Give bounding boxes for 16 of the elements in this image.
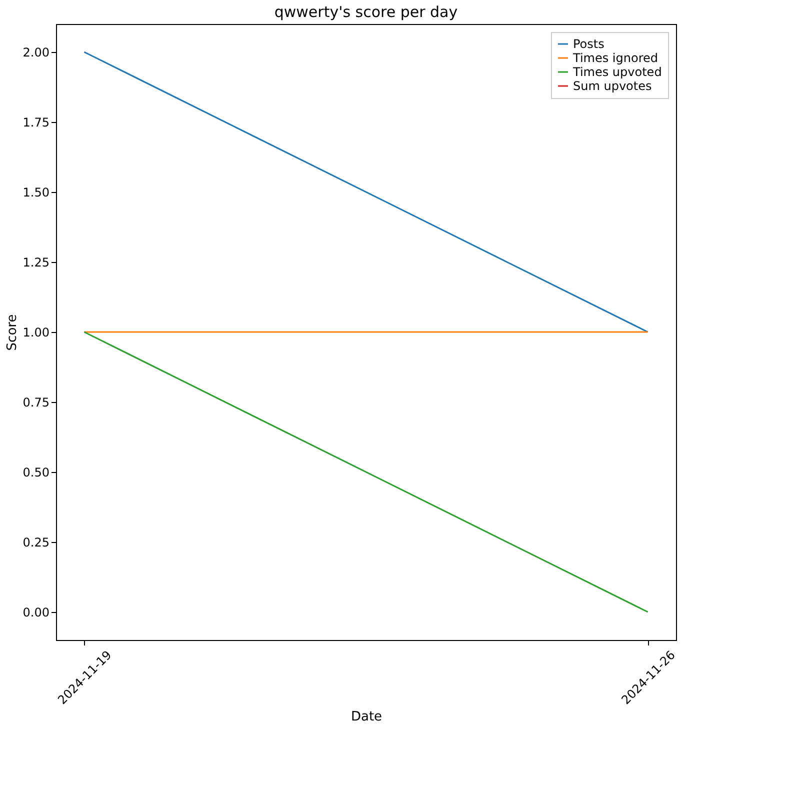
y-tick-label: 1.50 xyxy=(22,186,50,200)
y-tick-label: 0.00 xyxy=(22,606,50,620)
legend-label: Sum upvotes xyxy=(573,79,652,93)
y-tick-label: 0.50 xyxy=(22,466,50,480)
y-tick-label: 1.25 xyxy=(22,256,50,270)
legend-label: Times upvoted xyxy=(572,65,662,79)
y-axis-title: Score xyxy=(4,314,20,351)
x-axis-title: Date xyxy=(350,709,382,724)
chart-title: qwwerty's score per day xyxy=(274,3,458,21)
y-tick-label: 2.00 xyxy=(22,46,50,60)
legend-label: Times ignored xyxy=(572,51,658,65)
y-tick-label: 1.75 xyxy=(22,116,50,130)
legend-label: Posts xyxy=(573,37,604,51)
y-tick-label: 0.75 xyxy=(22,396,50,410)
y-tick-label: 0.25 xyxy=(22,536,50,550)
y-tick-label: 1.00 xyxy=(22,326,50,340)
